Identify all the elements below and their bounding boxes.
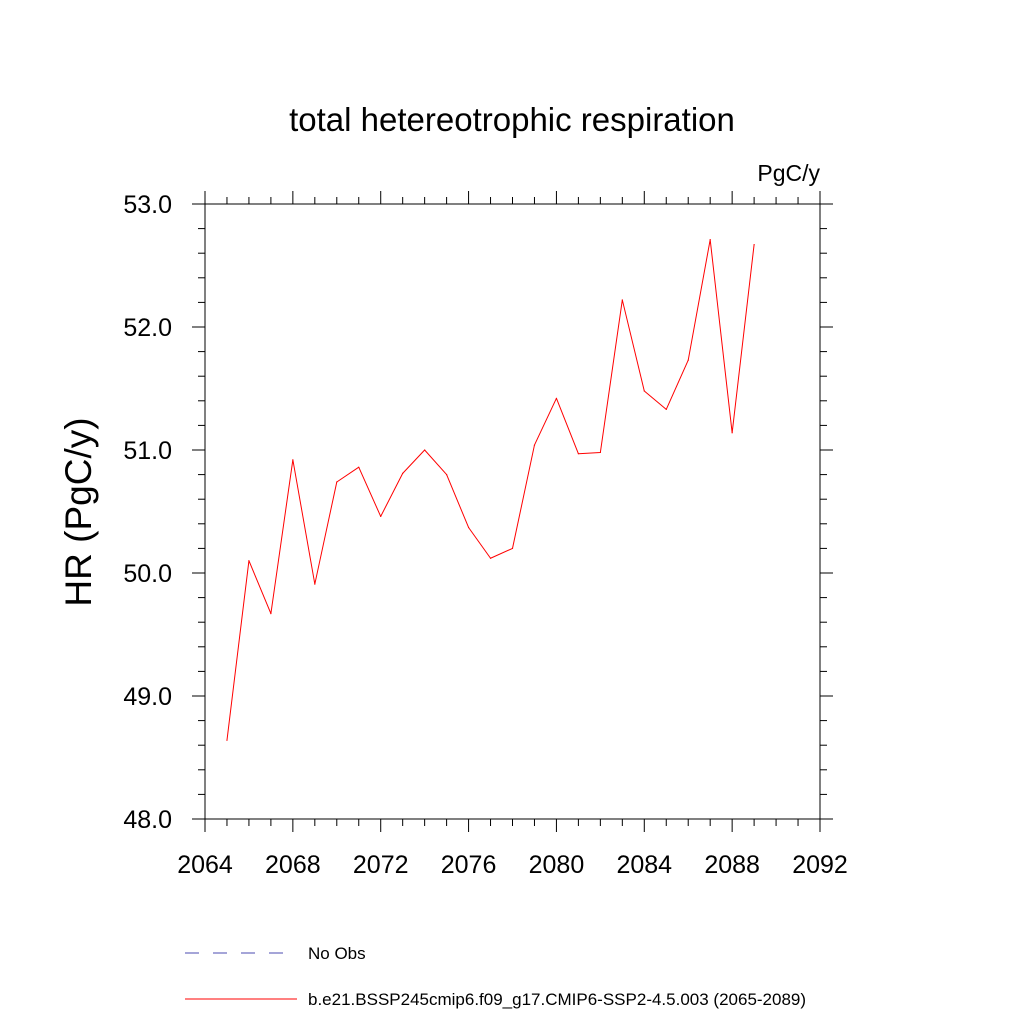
legend-label-no-obs: No Obs [308, 944, 366, 963]
y-tick-label: 50.0 [123, 560, 172, 588]
x-tick-label: 2084 [616, 851, 672, 879]
chart-title: total hetereotrophic respiration [289, 101, 735, 138]
x-tick-label: 2072 [353, 851, 409, 879]
x-tick-label: 2068 [265, 851, 321, 879]
data-point [402, 472, 404, 474]
x-tick-label: 2088 [704, 851, 760, 879]
data-point [687, 359, 689, 361]
data-point [226, 739, 228, 741]
tick-labels: 2064 2068 2072 2076 2080 2084 2088 2092 48.0 49.0… [123, 191, 847, 879]
data-point [446, 474, 448, 476]
x-tick-label: 2080 [529, 851, 585, 879]
data-point [424, 449, 426, 451]
y-tick-label: 53.0 [123, 191, 172, 219]
data-point [292, 459, 294, 461]
y-tick-label: 49.0 [123, 683, 172, 711]
units-label: PgC/y [757, 160, 820, 186]
data-point [753, 243, 755, 246]
x-tick-label: 2076 [441, 851, 497, 879]
legend: No Obs b.e21.BSSP245cmip6.f09_g17.CMIP6-… [185, 944, 806, 1009]
series-line-0 [226, 239, 755, 741]
y-tick-label: 48.0 [123, 806, 172, 834]
plot-frame [204, 203, 821, 820]
data-point [577, 453, 579, 455]
data-point [489, 557, 492, 559]
data-point [248, 560, 250, 562]
data-point [621, 299, 623, 301]
data-point [270, 612, 272, 615]
data-point [467, 526, 470, 529]
x-tick-label: 2064 [177, 851, 233, 879]
data-point [533, 444, 536, 446]
series-layer [226, 239, 755, 741]
x-tick-label: 2092 [792, 851, 848, 879]
y-tick-label: 51.0 [123, 437, 172, 465]
data-point [314, 583, 316, 585]
data-point [665, 408, 667, 411]
data-point [555, 397, 558, 399]
y-axis-label: HR (PgC/y) [58, 417, 99, 606]
data-point [358, 466, 360, 468]
data-point [643, 390, 645, 392]
data-point [511, 547, 514, 550]
y-tick-label: 52.0 [123, 314, 172, 342]
data-point [599, 451, 601, 454]
data-point [336, 481, 338, 483]
axis-ticks [192, 191, 833, 832]
data-point [731, 432, 733, 434]
legend-label-ssp245: b.e21.BSSP245cmip6.f09_g17.CMIP6-SSP2-4.… [308, 990, 806, 1009]
data-point [380, 515, 382, 518]
data-point [709, 239, 711, 241]
